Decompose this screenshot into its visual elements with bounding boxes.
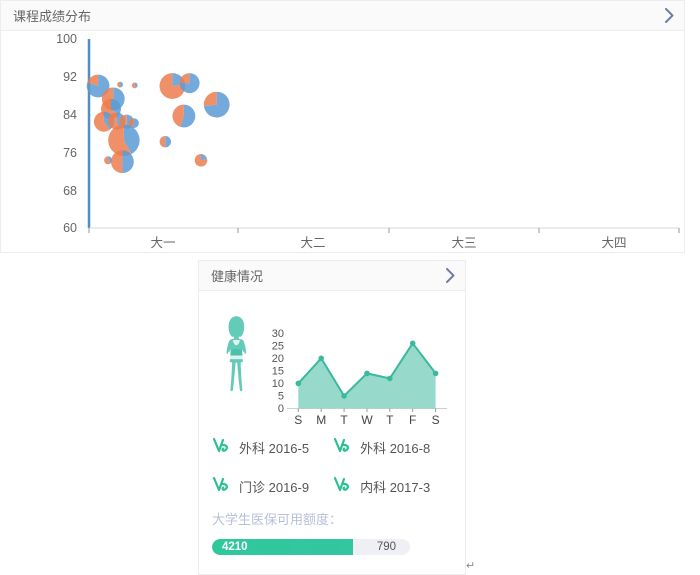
svg-text:S: S [432,413,440,427]
svg-text:大一: 大一 [150,236,175,250]
svg-text:大三: 大三 [451,236,476,250]
svg-text:F: F [409,413,416,427]
svg-text:84: 84 [63,108,77,122]
svg-text:大四: 大四 [601,236,626,250]
svg-text:15: 15 [272,366,284,378]
svg-text:76: 76 [63,146,77,160]
svg-text:100: 100 [56,32,77,46]
svg-text:T: T [386,413,394,427]
svg-text:20: 20 [272,353,284,365]
svg-text:S: S [294,413,302,427]
svg-text:60: 60 [63,221,77,235]
svg-text:5: 5 [278,391,284,403]
svg-text:0: 0 [278,403,284,415]
svg-text:30: 30 [272,328,284,340]
svg-text:大二: 大二 [300,236,325,250]
svg-text:92: 92 [63,70,77,84]
svg-text:25: 25 [272,341,284,353]
svg-text:M: M [316,413,326,427]
svg-text:W: W [361,413,373,427]
svg-text:68: 68 [63,184,77,198]
svg-text:10: 10 [272,378,284,390]
svg-text:T: T [340,413,348,427]
